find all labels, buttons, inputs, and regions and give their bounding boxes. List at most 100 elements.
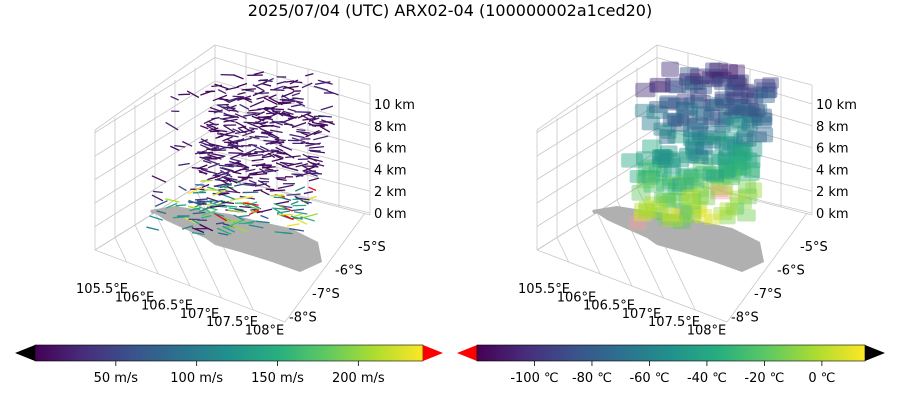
wind-vector <box>200 168 212 174</box>
temperature-voxel <box>629 215 647 230</box>
wind-vector <box>219 132 230 137</box>
temperature-voxel <box>711 71 732 87</box>
temperature-voxel <box>725 83 743 97</box>
wind-vector <box>230 158 242 162</box>
wind-vector <box>170 145 180 151</box>
z-tick-label: 0 km <box>816 207 849 222</box>
temperature-voxel <box>692 157 714 171</box>
temperature-voxel <box>692 188 709 205</box>
wind-vector <box>305 142 321 147</box>
frame-line <box>726 212 808 323</box>
wind-vector <box>254 150 265 153</box>
x-tick-label: 108°E <box>687 324 727 339</box>
wind-vector <box>269 108 284 111</box>
wind-vector <box>291 122 307 129</box>
wind-vector <box>257 179 271 188</box>
temperature-voxel <box>669 151 690 168</box>
wind-vector <box>273 85 284 91</box>
wind-vector <box>272 153 283 160</box>
temperature-voxel <box>693 208 713 224</box>
temperature-voxel <box>732 99 752 115</box>
colorbar-tick-label: -80 ℃ <box>572 371 612 386</box>
temperature-voxel <box>675 167 698 180</box>
temperature-voxel <box>653 191 676 204</box>
wind-vector <box>289 79 299 85</box>
wind-vector <box>228 152 243 154</box>
wind-vector <box>245 89 255 92</box>
temperature-voxel <box>735 147 753 162</box>
wind-vector <box>282 110 294 116</box>
wind-vector <box>149 215 163 221</box>
wind-vector <box>236 164 248 169</box>
wind-vector <box>172 216 189 219</box>
wind-vector <box>189 207 201 212</box>
temperature-voxel <box>689 182 709 198</box>
temperature-voxel <box>709 97 730 109</box>
temperature-voxel <box>684 75 704 91</box>
temperature-voxel <box>754 89 775 103</box>
temperature-voxel <box>746 86 769 99</box>
wind-vector <box>219 169 233 178</box>
wind-vector <box>271 157 284 162</box>
y-tick-label: -6°S <box>335 264 363 279</box>
temperature-voxel <box>667 114 689 126</box>
temperature-voxel <box>649 77 671 92</box>
wind-vector <box>210 130 221 133</box>
wind-vector <box>222 124 235 133</box>
wind-vector <box>248 108 262 112</box>
wind-vector <box>216 227 232 235</box>
wind-vector <box>249 100 265 108</box>
grid-line-x-floor <box>114 237 128 263</box>
y-tick-labels: -5°S -6°S -7°S -8°S <box>731 240 828 326</box>
wind-vector <box>165 198 180 203</box>
temperature-voxel <box>679 147 699 163</box>
colorbar-extend-max <box>423 345 443 361</box>
temperature-voxel <box>654 149 673 162</box>
temperature-voxel <box>682 131 701 147</box>
temperature-voxel <box>671 203 692 219</box>
wind-vector <box>270 194 285 197</box>
wind-vector <box>251 158 264 162</box>
temperature-voxel <box>681 78 698 94</box>
temperature-voxel <box>638 204 657 219</box>
temperature-voxel <box>672 207 693 223</box>
temperature-voxel <box>720 168 740 181</box>
wind-vector <box>244 182 257 186</box>
grid-line-z <box>656 151 813 192</box>
temperature-voxel <box>747 104 765 118</box>
wind-vector <box>224 219 240 224</box>
wind-vector <box>313 130 323 136</box>
wind-vector <box>291 99 304 104</box>
temperature-voxel <box>737 179 757 194</box>
wind-vector <box>237 91 246 96</box>
temperature-voxel <box>683 169 703 186</box>
temperature-voxel <box>702 168 724 182</box>
wind-vector <box>253 189 263 192</box>
temperature-voxel <box>733 83 755 98</box>
temperature-voxel <box>700 135 722 149</box>
wind-vector <box>302 213 318 219</box>
wind-vector <box>214 83 229 90</box>
temperature-voxel <box>738 188 758 205</box>
frame-line <box>214 44 371 86</box>
z-tick-label: 4 km <box>816 163 849 178</box>
wind-colorbar: 50 m/s 100 m/s 150 m/s 200 m/s <box>15 344 443 386</box>
temperature-voxel <box>730 197 752 210</box>
temperature-voxel <box>659 196 677 208</box>
temperature-voxel <box>677 168 700 183</box>
wind-vector <box>192 211 206 215</box>
temperature-voxel <box>691 201 708 214</box>
temperature-voxel <box>723 104 740 116</box>
temperature-voxel <box>729 144 752 160</box>
wind-vector <box>194 198 208 201</box>
colorbar-gradient <box>476 344 866 362</box>
wind-vector <box>293 173 304 177</box>
wind-vector <box>267 152 276 158</box>
wind-vector <box>199 144 212 150</box>
wind-vector <box>277 184 294 190</box>
temperature-voxel <box>652 155 671 168</box>
grid-line-z <box>214 127 371 170</box>
temperature-voxel <box>727 75 746 88</box>
wind-vector <box>301 200 312 204</box>
grid-line-x-floor <box>556 237 570 263</box>
